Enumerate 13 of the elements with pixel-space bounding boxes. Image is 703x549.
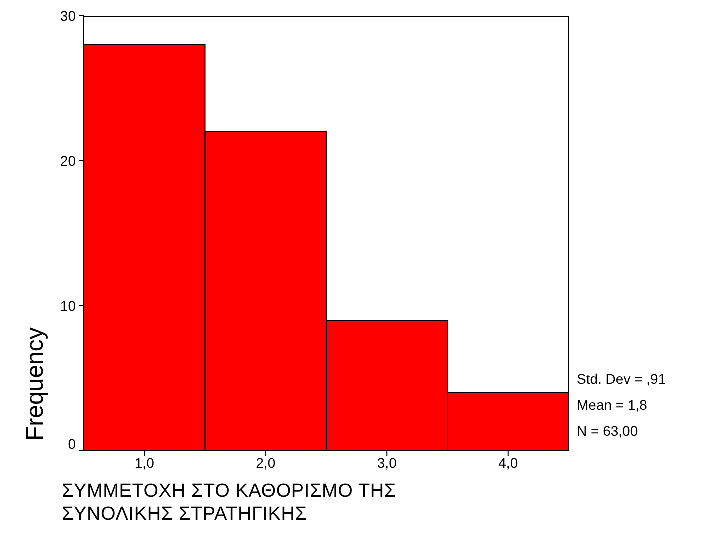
y-tick-label: 0 [68,436,76,452]
y-tick-label: 20 [60,153,76,169]
x-axis-title: ΣΥΜΜΕΤΟΧΗ ΣΤΟ ΚΑΘΟΡΙΣΜΟ ΤΗΣ ΣΥΝΟΛΙΚΗΣ ΣΤΡΑΤΗΓΙΚΗΣ [62,480,398,526]
x-tick-label: 1,0 [134,454,155,471]
text: N = 63,00 [577,422,640,441]
x-tick-label: 2,0 [256,454,276,471]
y-tick-label: 10 [60,298,76,314]
x-tick-label: 4,0 [498,454,518,471]
text: Mean = 1,8 [577,396,648,415]
x-tick-label: 3,0 [377,454,398,471]
text: Std. Dev = ,91 [577,370,666,389]
y-tick-label: 30 [60,8,76,24]
y-axis-title: Frequency [22,328,50,441]
